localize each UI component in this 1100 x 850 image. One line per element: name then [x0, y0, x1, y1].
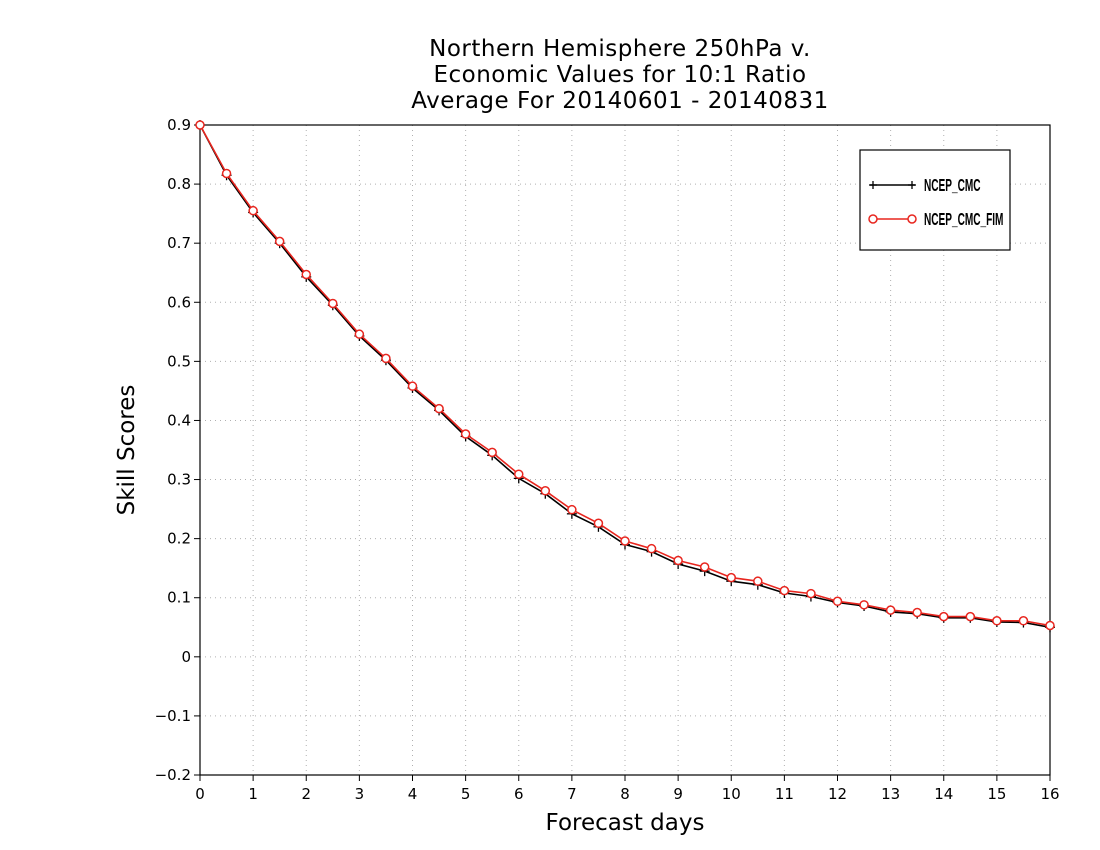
data-point: [381, 353, 391, 364]
data-point: [726, 572, 736, 583]
data-point: [992, 616, 1002, 626]
data-point: [1018, 616, 1029, 626]
data-point: [832, 596, 843, 607]
legend-label: NCEP_CMC_FIM: [924, 210, 1003, 230]
data-point: [779, 585, 790, 596]
data-point: [487, 447, 497, 458]
data-point: [753, 576, 763, 586]
data-point: [699, 562, 710, 572]
y-tick-label: 0.8: [167, 175, 191, 193]
legend-marker: [868, 214, 878, 224]
data-point: [859, 600, 869, 610]
y-tick-label: 0.3: [167, 471, 191, 489]
y-axis-label: Skill Scores: [114, 384, 140, 516]
x-tick-label: 15: [987, 785, 1006, 803]
x-tick-label: 14: [934, 785, 953, 803]
y-tick-label: 0.7: [167, 234, 191, 252]
y-tick-label: 0.6: [167, 293, 191, 311]
data-point: [460, 429, 471, 439]
data-point: [195, 120, 205, 130]
x-tick-label: 8: [620, 785, 630, 803]
x-tick-label: 6: [514, 785, 524, 803]
y-tick-label: −0.1: [155, 707, 191, 725]
data-point: [912, 607, 922, 618]
data-point: [806, 588, 816, 599]
series-layer: [195, 120, 1055, 633]
x-tick-label: 5: [461, 785, 471, 803]
chart-title-line-2: Economic Values for 10:1 Ratio: [433, 62, 807, 88]
axes: 0 1 2 3 4 5 6 7 8 9 10 11 12 13 14 15 16−0.2−0.100.10.20…: [155, 116, 1060, 803]
legend-box: [859, 149, 1011, 251]
x-tick-label: 12: [828, 785, 847, 803]
data-point: [328, 298, 338, 309]
y-tick-label: 0.5: [167, 352, 191, 370]
x-tick-label: 2: [301, 785, 311, 803]
y-tick-label: 0.4: [167, 411, 191, 429]
y-tick-label: 0.9: [167, 116, 191, 134]
data-point: [301, 269, 311, 280]
legend: NCEP_CMC NCEP_CMC_FIM: [859, 149, 1011, 251]
data-point: [620, 536, 630, 546]
data-point: [514, 469, 524, 479]
grid-lines: [200, 125, 1050, 775]
data-point: [646, 543, 657, 554]
x-tick-label: 0: [195, 785, 205, 803]
legend-marker: [907, 214, 917, 224]
data-point: [885, 605, 896, 615]
legend-item: NCEP_CMC_FIM: [868, 210, 1003, 230]
x-tick-label: 11: [775, 785, 794, 803]
data-point: [593, 518, 604, 529]
legend-item: NCEP_CMC: [869, 176, 981, 196]
x-tick-label: 9: [673, 785, 683, 803]
chart-title-line-1: Northern Hemisphere 250hPa v.: [429, 36, 811, 62]
legend-label: NCEP_CMC: [924, 176, 981, 196]
data-point: [248, 205, 258, 216]
y-tick-label: 0.1: [167, 589, 191, 607]
chart-title-line-3: Average For 20140601 - 20140831: [411, 88, 829, 114]
x-tick-label: 1: [248, 785, 258, 803]
y-tick-label: −0.2: [155, 766, 191, 784]
x-axis-label: Forecast days: [545, 810, 705, 836]
x-tick-label: 7: [567, 785, 577, 803]
data-point: [274, 236, 285, 247]
data-point: [939, 611, 949, 622]
data-point: [354, 329, 365, 339]
data-point: [434, 403, 444, 414]
data-point: [221, 168, 232, 179]
x-tick-label: 3: [355, 785, 365, 803]
data-point: [567, 504, 577, 515]
x-tick-label: 4: [408, 785, 418, 803]
data-point: [540, 486, 551, 496]
x-tick-label: 13: [881, 785, 900, 803]
y-tick-label: 0.2: [167, 530, 191, 548]
data-point: [407, 381, 418, 391]
data-point: [1045, 620, 1055, 631]
y-tick-label: 0: [181, 648, 191, 666]
x-tick-label: 16: [1040, 785, 1059, 803]
data-point: [673, 555, 683, 566]
data-point: [965, 611, 976, 622]
x-tick-label: 10: [722, 785, 741, 803]
